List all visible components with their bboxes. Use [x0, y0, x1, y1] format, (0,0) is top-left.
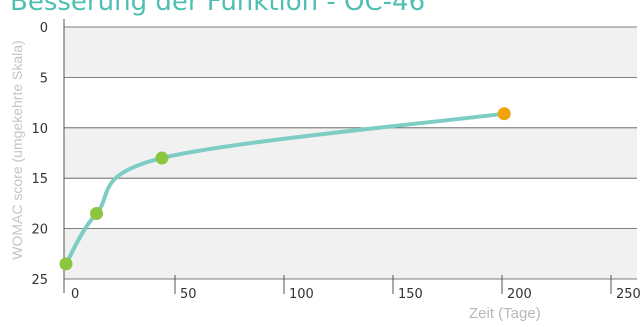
data-point — [497, 107, 511, 121]
x-axis-label: Zeit (Tage) — [469, 305, 541, 322]
grid-band — [64, 178, 637, 229]
grid-band — [64, 228, 637, 279]
axes — [63, 19, 637, 294]
x-tick-label: 250 — [616, 287, 641, 302]
grid-bands — [64, 27, 637, 279]
series-layer — [59, 107, 511, 271]
series-line — [64, 111, 507, 266]
x-tick-label: 150 — [398, 287, 423, 302]
grid-band — [64, 127, 637, 179]
y-tick-label: 25 — [31, 273, 48, 288]
y-tick-label: 5 — [40, 71, 48, 86]
data-point — [59, 257, 73, 271]
x-tick-label: 100 — [289, 287, 314, 302]
data-point — [90, 206, 104, 220]
chart-title: Besserung der Funktion - OC-46 — [10, 0, 426, 17]
grid-band — [64, 27, 637, 78]
x-tick-label: 0 — [71, 287, 79, 302]
y-tick-label: 15 — [31, 172, 48, 187]
data-point — [155, 151, 169, 165]
grid-band — [64, 77, 637, 128]
x-tick-label: 200 — [507, 287, 532, 302]
y-tick-label: 0 — [40, 21, 48, 36]
y-tick-label: 20 — [31, 223, 48, 238]
y-tick-label: 10 — [31, 122, 48, 137]
x-tick-label: 50 — [180, 287, 197, 302]
